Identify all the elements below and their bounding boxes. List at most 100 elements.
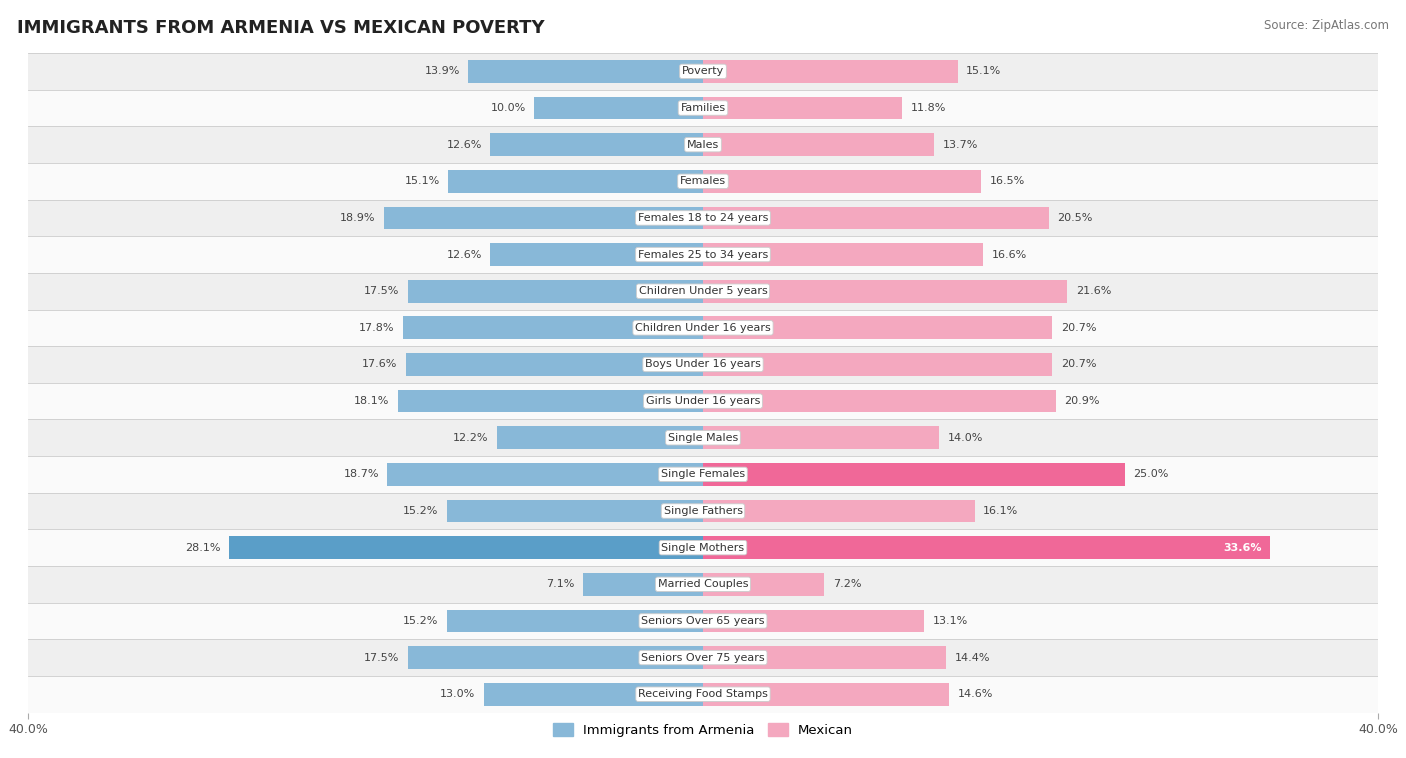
Text: 18.7%: 18.7% <box>343 469 380 479</box>
Bar <box>28 676 1378 713</box>
Bar <box>484 683 703 706</box>
Text: Single Mothers: Single Mothers <box>661 543 745 553</box>
Bar <box>703 683 949 706</box>
Text: Receiving Food Stamps: Receiving Food Stamps <box>638 689 768 699</box>
Bar <box>384 207 703 229</box>
Text: 20.5%: 20.5% <box>1057 213 1092 223</box>
Bar <box>447 609 703 632</box>
Text: Children Under 16 years: Children Under 16 years <box>636 323 770 333</box>
Text: Males: Males <box>688 139 718 149</box>
Bar <box>583 573 703 596</box>
Bar <box>28 603 1378 639</box>
Text: 16.5%: 16.5% <box>990 177 1025 186</box>
Bar <box>703 463 1125 486</box>
Bar <box>449 170 703 193</box>
Text: 28.1%: 28.1% <box>186 543 221 553</box>
Text: Females 18 to 24 years: Females 18 to 24 years <box>638 213 768 223</box>
Bar <box>28 456 1378 493</box>
Bar <box>402 317 703 339</box>
Bar <box>703 170 981 193</box>
Text: Girls Under 16 years: Girls Under 16 years <box>645 396 761 406</box>
Text: Boys Under 16 years: Boys Under 16 years <box>645 359 761 369</box>
Text: Poverty: Poverty <box>682 67 724 77</box>
Text: Single Males: Single Males <box>668 433 738 443</box>
Bar <box>28 566 1378 603</box>
Text: Married Couples: Married Couples <box>658 579 748 589</box>
Bar <box>703 573 824 596</box>
Bar <box>491 243 703 266</box>
Bar <box>703 243 983 266</box>
Text: 25.0%: 25.0% <box>1133 469 1168 479</box>
Text: 17.5%: 17.5% <box>364 653 399 662</box>
Text: 10.0%: 10.0% <box>491 103 526 113</box>
Bar <box>703 537 1270 559</box>
Bar <box>703 133 934 156</box>
Text: Seniors Over 65 years: Seniors Over 65 years <box>641 616 765 626</box>
Text: 7.2%: 7.2% <box>832 579 862 589</box>
Text: IMMIGRANTS FROM ARMENIA VS MEXICAN POVERTY: IMMIGRANTS FROM ARMENIA VS MEXICAN POVER… <box>17 19 544 37</box>
Bar <box>388 463 703 486</box>
Bar <box>498 427 703 449</box>
Bar <box>703 500 974 522</box>
Text: Single Fathers: Single Fathers <box>664 506 742 516</box>
Text: 11.8%: 11.8% <box>911 103 946 113</box>
Bar <box>28 199 1378 236</box>
Text: 12.6%: 12.6% <box>447 139 482 149</box>
Bar <box>408 647 703 669</box>
Text: 13.0%: 13.0% <box>440 689 475 699</box>
Text: 13.7%: 13.7% <box>942 139 979 149</box>
Bar <box>28 273 1378 309</box>
Text: 17.8%: 17.8% <box>359 323 394 333</box>
Text: 13.1%: 13.1% <box>932 616 967 626</box>
Bar <box>703 647 946 669</box>
Bar <box>703 427 939 449</box>
Bar <box>703 207 1049 229</box>
Text: 33.6%: 33.6% <box>1223 543 1261 553</box>
Text: 21.6%: 21.6% <box>1076 287 1111 296</box>
Bar <box>703 609 924 632</box>
Bar <box>408 280 703 302</box>
Text: Source: ZipAtlas.com: Source: ZipAtlas.com <box>1264 19 1389 32</box>
Bar <box>28 163 1378 199</box>
Text: 14.0%: 14.0% <box>948 433 983 443</box>
Bar <box>28 383 1378 419</box>
Text: 18.9%: 18.9% <box>340 213 375 223</box>
Text: 17.6%: 17.6% <box>363 359 398 369</box>
Bar <box>447 500 703 522</box>
Text: 12.2%: 12.2% <box>453 433 489 443</box>
Bar <box>28 346 1378 383</box>
Text: 18.1%: 18.1% <box>354 396 389 406</box>
Text: 15.2%: 15.2% <box>402 506 439 516</box>
Bar <box>28 309 1378 346</box>
Text: 16.6%: 16.6% <box>991 249 1026 259</box>
Text: 20.7%: 20.7% <box>1060 323 1097 333</box>
Bar <box>703 353 1052 376</box>
Text: Seniors Over 75 years: Seniors Over 75 years <box>641 653 765 662</box>
Bar <box>28 639 1378 676</box>
Text: Children Under 5 years: Children Under 5 years <box>638 287 768 296</box>
Text: 14.4%: 14.4% <box>955 653 990 662</box>
Bar <box>229 537 703 559</box>
Bar <box>28 53 1378 89</box>
Text: 14.6%: 14.6% <box>957 689 993 699</box>
Text: 13.9%: 13.9% <box>425 67 460 77</box>
Text: 17.5%: 17.5% <box>364 287 399 296</box>
Text: Families: Families <box>681 103 725 113</box>
Text: 15.1%: 15.1% <box>966 67 1001 77</box>
Text: 15.2%: 15.2% <box>402 616 439 626</box>
Text: 7.1%: 7.1% <box>547 579 575 589</box>
Bar <box>703 97 903 119</box>
Bar <box>28 493 1378 529</box>
Bar <box>703 280 1067 302</box>
Text: Females 25 to 34 years: Females 25 to 34 years <box>638 249 768 259</box>
Bar <box>534 97 703 119</box>
Bar <box>28 236 1378 273</box>
Text: 20.9%: 20.9% <box>1064 396 1099 406</box>
Bar <box>406 353 703 376</box>
Bar <box>491 133 703 156</box>
Bar <box>28 529 1378 566</box>
Bar <box>28 89 1378 127</box>
Bar <box>28 419 1378 456</box>
Legend: Immigrants from Armenia, Mexican: Immigrants from Armenia, Mexican <box>547 718 859 742</box>
Bar <box>703 60 957 83</box>
